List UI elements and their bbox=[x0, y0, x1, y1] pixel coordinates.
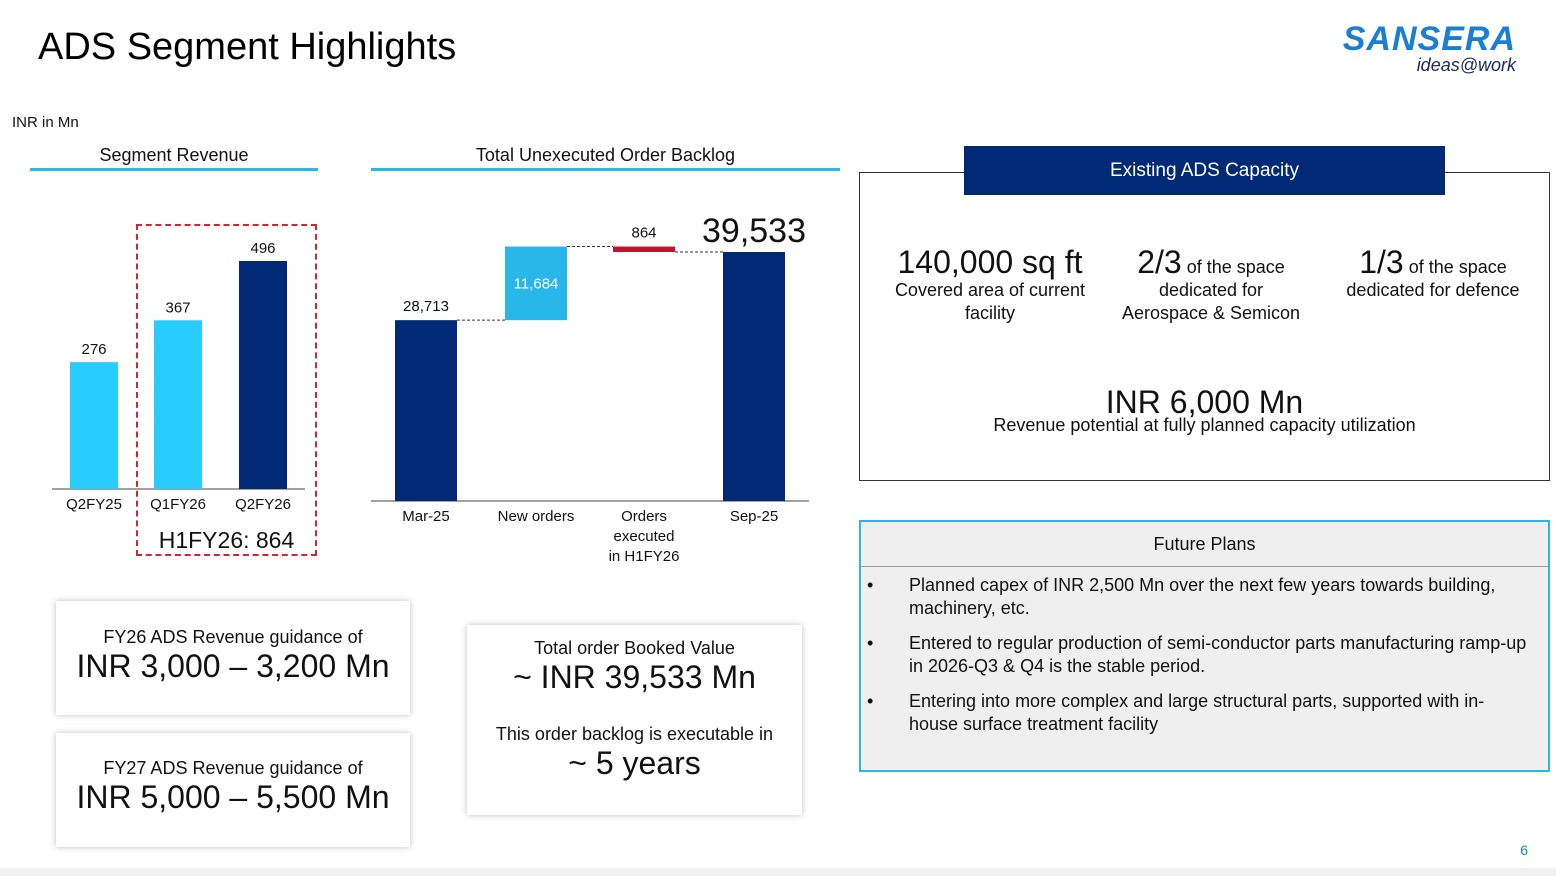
h1fy26-highlight-box bbox=[136, 224, 317, 556]
data-label: 367 bbox=[165, 299, 190, 316]
backlog-executable-value: ~ 5 years bbox=[568, 745, 701, 781]
fy26-guidance-card: FY26 ADS Revenue guidance of INR 3,000 –… bbox=[56, 601, 410, 715]
waterfall-bar-3 bbox=[613, 246, 675, 252]
capacity-area-desc-1: Covered area of current bbox=[894, 280, 1086, 300]
data-label: 28,713 bbox=[403, 298, 449, 315]
backlog-heading: Total Unexecuted Order Backlog bbox=[371, 145, 840, 171]
waterfall-bar-4 bbox=[723, 252, 785, 501]
fy26-guidance-label: FY26 ADS Revenue guidance of bbox=[103, 627, 363, 647]
order-booked-card: Total order Booked Value ~ INR 39,533 Mn… bbox=[467, 625, 802, 815]
capacity-defence-share: 1/3 of the space dedicated for defence bbox=[1322, 246, 1544, 302]
capacity-heading: Existing ADS Capacity bbox=[964, 146, 1445, 195]
revenue-potential-value: INR 6,000 Mn bbox=[1105, 384, 1304, 420]
bullet-icon: • bbox=[867, 633, 874, 653]
revenue-potential-label: Revenue potential at fully planned capac… bbox=[993, 415, 1416, 435]
logo-tagline: ideas@work bbox=[1416, 55, 1516, 75]
tick-label: New orders bbox=[498, 508, 575, 525]
page-number: 6 bbox=[1520, 842, 1528, 858]
tick-label: Q1FY26 bbox=[150, 496, 206, 513]
fy27-guidance-card: FY27 ADS Revenue guidance of INR 5,000 –… bbox=[56, 733, 410, 847]
capacity-area-desc-2: facility bbox=[964, 303, 1015, 323]
backlog-executable-label: This order backlog is executable in bbox=[495, 724, 774, 744]
list-item: • Planned capex of INR 2,500 Mn over the … bbox=[867, 575, 1496, 618]
bullet-icon: • bbox=[867, 691, 874, 711]
future-plans-heading: Future Plans bbox=[861, 522, 1548, 567]
future-plans-box: Future Plans • Planned capex of INR 2,500… bbox=[859, 520, 1550, 772]
tick-label: Mar-25 bbox=[402, 508, 450, 525]
tick-label: in H1FY26 bbox=[609, 548, 680, 565]
tick-label: Q2FY26 bbox=[235, 496, 291, 513]
page-title: ADS Segment Highlights bbox=[38, 26, 457, 68]
aerospace-share-desc-1: dedicated for bbox=[1158, 280, 1264, 300]
bar-q2fy25 bbox=[70, 362, 118, 489]
order-backlog-waterfall-chart: 28,713 Mar-25 11,684 New orders 864 Orders exe… bbox=[371, 212, 809, 565]
revenue-potential: INR 6,000 Mn Revenue potential at fully … bbox=[860, 384, 1549, 437]
bar-q1fy26 bbox=[154, 320, 202, 489]
tick-label: Q2FY25 bbox=[66, 496, 122, 513]
fy27-guidance-value: INR 5,000 – 5,500 Mn bbox=[76, 779, 390, 815]
data-label: 39,533 bbox=[702, 212, 806, 250]
bullet-icon: • bbox=[867, 575, 874, 595]
h1fy26-total-label: H1FY26: 864 bbox=[158, 527, 295, 553]
list-item: • Entered to regular production of semi-c… bbox=[867, 633, 1527, 676]
capacity-aerospace-share: 2/3 of the space dedicated for Aerospace… bbox=[1100, 246, 1322, 325]
footer-strip bbox=[0, 868, 1556, 876]
tick-label: Sep-25 bbox=[730, 508, 778, 525]
aerospace-share-desc-2: Aerospace & Semicon bbox=[1121, 303, 1301, 323]
future-plans-list: • Planned capex of INR 2,500 Mn over the … bbox=[861, 574, 1548, 748]
fy26-guidance-value: INR 3,000 – 3,200 Mn bbox=[76, 648, 390, 684]
list-item: • Entering into more complex and large st… bbox=[867, 691, 1485, 734]
data-label: 864 bbox=[631, 225, 656, 242]
defence-share-value: 1/3 bbox=[1359, 244, 1404, 280]
fy27-guidance-label: FY27 ADS Revenue guidance of bbox=[103, 758, 363, 778]
segment-revenue-heading: Segment Revenue bbox=[30, 145, 318, 171]
data-label: 496 bbox=[250, 240, 275, 257]
logo-wordmark: SANSERA bbox=[1342, 20, 1516, 58]
waterfall-bar-1 bbox=[395, 320, 457, 501]
unit-note: INR in Mn bbox=[12, 114, 79, 131]
defence-share-desc-1: dedicated for defence bbox=[1346, 280, 1520, 300]
bar-q2fy26 bbox=[239, 261, 287, 489]
data-label: 276 bbox=[81, 341, 106, 358]
tick-label: executed bbox=[614, 528, 675, 545]
data-label: 11,684 bbox=[514, 275, 559, 292]
aerospace-share-value: 2/3 bbox=[1137, 244, 1182, 280]
order-booked-label: Total order Booked Value bbox=[534, 638, 735, 658]
order-booked-value: ~ INR 39,533 Mn bbox=[513, 659, 756, 695]
company-logo: SANSERA ideas@work bbox=[1343, 22, 1516, 74]
capacity-box: 140,000 sq ft Covered area of current fa… bbox=[859, 172, 1550, 481]
tick-label: Orders bbox=[621, 508, 667, 525]
segment-revenue-chart: 276 Q2FY25 367 Q1FY26 496 Q2FY26 bbox=[52, 240, 305, 513]
waterfall-bar-2 bbox=[505, 246, 567, 321]
capacity-area: 140,000 sq ft Covered area of current fa… bbox=[880, 246, 1100, 325]
capacity-area-value: 140,000 sq ft bbox=[897, 244, 1083, 280]
